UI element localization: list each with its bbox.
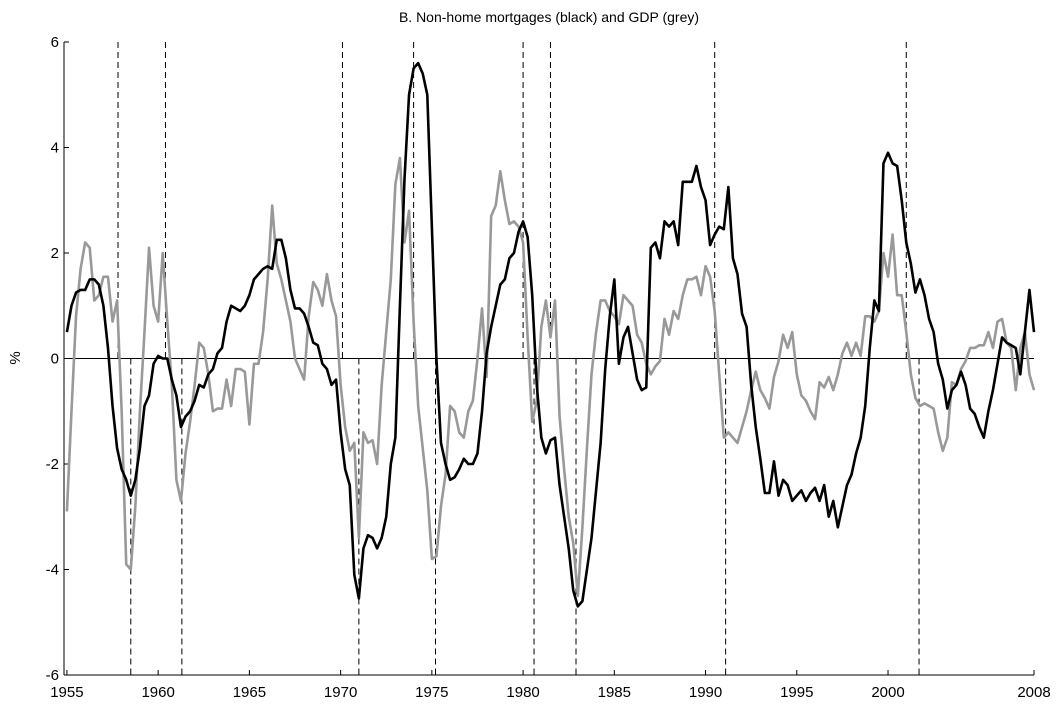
y-tick-label: -6 bbox=[46, 667, 59, 684]
y-tick-label: 2 bbox=[51, 245, 59, 262]
y-tick-label: 4 bbox=[51, 140, 59, 157]
x-tick-label: 1970 bbox=[324, 684, 357, 701]
y-tick-label: 6 bbox=[51, 34, 59, 51]
x-tick-label: 1990 bbox=[689, 684, 722, 701]
y-axis-label: % bbox=[7, 351, 24, 364]
x-tick-label: 2008 bbox=[1017, 684, 1050, 701]
x-tick-label: 1975 bbox=[415, 684, 448, 701]
y-tick-label: -4 bbox=[46, 562, 59, 579]
x-tick-label: 2000 bbox=[871, 684, 904, 701]
x-tick-label: 1980 bbox=[506, 684, 539, 701]
x-tick-label: 1985 bbox=[598, 684, 631, 701]
y-tick-label: 0 bbox=[51, 351, 59, 368]
x-tick-label: 1955 bbox=[50, 684, 83, 701]
y-tick-label: -2 bbox=[46, 456, 59, 473]
x-tick-label: 1995 bbox=[780, 684, 813, 701]
x-tick-label: 1960 bbox=[141, 684, 174, 701]
series-line bbox=[65, 61, 1036, 608]
chart-title: B. Non-home mortgages (black) and GDP (g… bbox=[399, 9, 699, 25]
x-tick-label: 1965 bbox=[233, 684, 266, 701]
